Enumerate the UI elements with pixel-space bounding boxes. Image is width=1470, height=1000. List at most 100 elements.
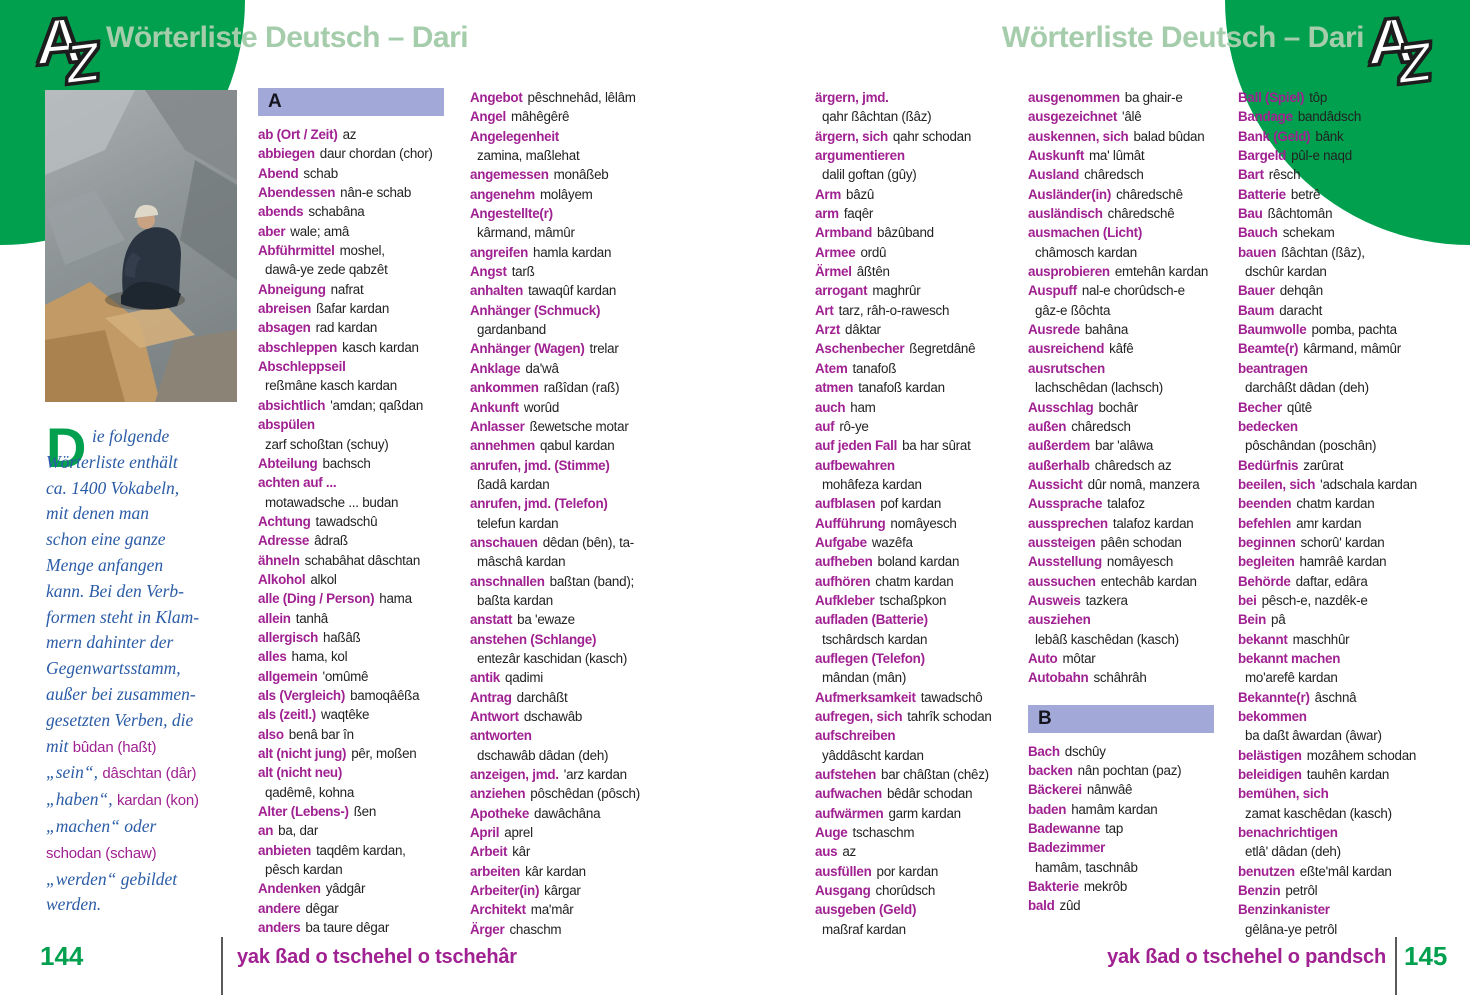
entry-headword: aufladen (Batterie) [815,612,928,628]
entry-translation: bar châßtan (chêz) [881,767,989,783]
entry-translation: wale; amâ [290,223,350,239]
entry-continuation: dawâ-ye zede qabzêt [265,262,388,278]
entry-translation: trelar [589,341,619,357]
entry-translation: schab [303,165,338,181]
dictionary-entry: anstatt ba 'ewaze [470,610,678,629]
entry-headword: ausmachen (Licht) [1028,225,1143,241]
entry-headword: Bakterie [1028,879,1079,895]
entry-translation: môtar [1062,650,1096,666]
dictionary-entry: Aussicht dûr nomâ, manzera [1028,475,1236,494]
entry-translation: tschaschm [852,825,915,841]
entry-translation: nân pochtan (paz) [1077,763,1182,778]
entry-headword: Ankunft [470,399,519,415]
entry-continuation: dschûr kardan [1245,264,1327,280]
dictionary-entry: aus az [815,842,1023,861]
dictionary-entry: Bauch schekam [1238,223,1446,242]
entry-headword: Angestellte(r) [470,206,553,222]
dictionary-entry: annehmen qabul kardan [470,436,678,455]
entry-translation: dâktar [845,322,881,338]
entry-headword: Angelegenheit [470,128,560,144]
dictionary-entry: aufladen (Batterie) [815,610,1023,629]
entry-headword: Abendessen [258,185,336,201]
dictionary-entry: als (zeitl.) waqtêke [258,705,466,724]
entry-headword: abspülen [258,417,315,433]
entry-headword: beginnen [1238,534,1296,550]
entry-headword: Bekannte(r) [1238,689,1310,705]
dictionary-entry: Apotheke dawâchâna [470,804,678,823]
entry-translation: por kardan [876,863,939,879]
entry-headword: als (Vergleich) [258,687,346,703]
dictionary-column-4: ausgenommen ba ghair-e ausgezeichnet'âlê au… [1028,88,1236,916]
entry-headword: Baum [1238,302,1275,318]
entry-translation: chaschm [509,921,562,937]
entry-translation: tarz, râh-o-rawesch [838,302,950,318]
entry-headword: aus [815,844,838,860]
entry-headword: Ball (Spiel) [1238,90,1305,105]
dictionary-entry: ausrutschen [1028,359,1236,378]
dictionary-entry: benutzen eßte'mâl kardan [1238,862,1446,881]
entry-headword: bekommen [1238,709,1307,724]
dictionary-entry: aufheben boland kardan [815,552,1023,571]
entry-headword: Armband [815,225,873,241]
entry-translation: monâßeb [553,167,609,183]
dictionary-entry: arm faqêr [815,204,1023,223]
entry-translation: hama [379,591,412,607]
entry-translation: bamoqâêßa [350,687,420,703]
entry-translation: pûl-e naqd [1291,148,1352,164]
dictionary-entry: Arzt dâktar [815,320,1023,339]
dictionary-entry: abspülen [258,415,466,434]
dictionary-entry: Abneigung nafrat [258,280,466,299]
entry-translation: ßâchtan (ßâz), [1281,244,1365,260]
entry-headword: Abneigung [258,281,326,297]
dictionary-entry: Bekannte(r) âschnâ [1238,688,1446,707]
dictionary-entry: aber wale; amâ [258,222,466,241]
dictionary-entry: baden hamâm kardan [1028,800,1236,819]
footer-divider-right [1395,937,1397,995]
dictionary-entry: Arbeiter(in) kârgar [470,881,678,900]
dictionary-entry: ab (Ort / Zeit) az [258,125,466,144]
entry-headword: ausgeben (Geld) [815,902,917,918]
entry-translation: eßte'mâl kardan [1299,863,1392,879]
entry-headword: Ausschlag [1028,399,1094,415]
intro-line: mit bûdan (haßt) [46,734,251,761]
entry-headword: aufschreiben [815,728,896,744]
dictionary-entry: anrufen, jmd. (Stimme) [470,456,678,475]
az-logo-left: A Z [34,1,114,100]
entry-headword: ausgenommen [1028,90,1120,105]
entry-translation: âßtên [856,264,890,280]
entry-headword: Aufmerksamkeit [815,689,916,705]
entry-headword: anhalten [470,283,524,299]
intro-dari-term: bûdan (haßt) [72,738,157,756]
entry-translation: zûd [1059,898,1081,914]
entry-translation: nân-e schab [340,185,412,201]
entry-headword: aufwärmen [815,805,884,821]
entry-translation: dawâchâna [534,805,601,821]
entry-headword: Atem [815,360,848,376]
dictionary-entry: absichtlich'amdan; qaßdan [258,396,466,415]
entry-headword: anrufen, jmd. (Telefon) [470,496,608,512]
entry-headword: Bauer [1238,283,1275,299]
entry-headword: Anklage [470,360,521,376]
dictionary-entry: bald zûd [1028,896,1236,915]
entry-translation: tazkera [1085,592,1128,608]
intro-dari-term: kardan (kon) [116,792,199,810]
dictionary-entry: Anlasser ßewetsche motar [470,417,678,436]
dictionary-entry: beeilen, sich'adschala kardan [1238,475,1446,494]
entry-translation: maschhûr [1292,631,1350,647]
dictionary-entry: alles hama, kol [258,647,466,666]
dictionary-entry: auf rô-ye [815,417,1023,436]
entry-translation: ba taure dêgar [305,920,390,936]
entry-headword: begleiten [1238,554,1295,570]
dictionary-entry: Benzinkanister [1238,900,1446,919]
entry-headword: bemühen, sich [1238,786,1329,802]
entry-headword: auflegen (Telefon) [815,650,925,666]
entry-headword: Behörde [1238,573,1291,589]
entry-headword: Arzt [815,322,841,338]
entry-headword: Arbeiter(in) [470,883,540,899]
entry-translation: châredschê [1116,186,1183,202]
entry-translation: bânk [1315,128,1344,144]
dictionary-entry: Aufführung nomâyesch [815,514,1023,533]
dictionary-entry: Batterie betrê [1238,185,1446,204]
entry-translation: bandâdsch [1297,109,1362,125]
dictionary-entry: bedecken [1238,417,1446,436]
